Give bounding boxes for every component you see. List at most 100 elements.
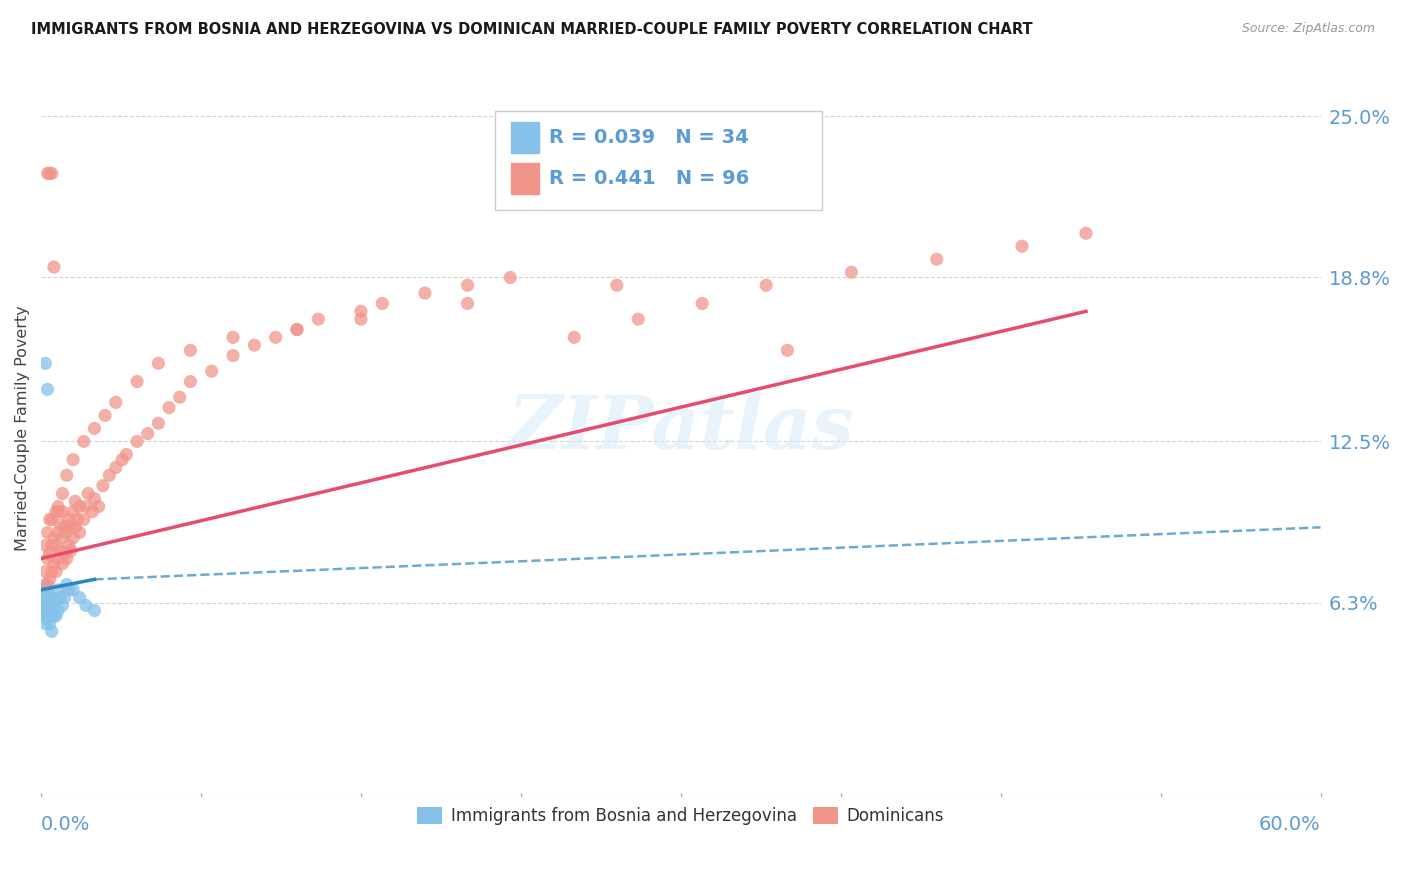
Point: [201, 364, 224, 378]
Point: [75, 599, 97, 613]
Text: IMMIGRANTS FROM BOSNIA AND HERZEGOVINA VS DOMINICAN MARRIED-COUPLE FAMILY POVERT: IMMIGRANTS FROM BOSNIA AND HERZEGOVINA V…: [31, 22, 1032, 37]
Point: [45, 593, 67, 607]
Point: [222, 330, 245, 344]
Point: [307, 312, 329, 326]
Point: [45, 608, 67, 623]
Point: [42, 531, 65, 545]
Point: [51, 505, 73, 519]
Point: [49, 591, 72, 605]
Point: [243, 338, 266, 352]
Point: [69, 591, 91, 605]
Point: [51, 531, 73, 545]
Point: [62, 531, 84, 545]
Point: [627, 312, 650, 326]
Point: [38, 591, 60, 605]
Point: [37, 551, 59, 566]
Point: [371, 296, 394, 310]
Point: [59, 517, 82, 532]
Point: [83, 491, 105, 506]
Point: [148, 416, 170, 430]
Point: [37, 577, 59, 591]
Point: [32, 585, 55, 599]
Point: [350, 312, 373, 326]
Point: [285, 322, 308, 336]
Point: [104, 460, 127, 475]
Point: [41, 624, 63, 639]
Point: [32, 596, 55, 610]
Point: [37, 383, 59, 397]
Point: [46, 551, 69, 566]
Point: [222, 349, 245, 363]
Point: [606, 278, 628, 293]
Point: [38, 166, 60, 180]
Point: [690, 296, 713, 310]
Point: [179, 375, 201, 389]
Bar: [510, 163, 538, 194]
Point: [49, 543, 72, 558]
Text: 60.0%: 60.0%: [1258, 814, 1320, 834]
Point: [53, 520, 76, 534]
Point: [65, 494, 87, 508]
Point: [38, 573, 60, 587]
Point: [38, 546, 60, 560]
Point: [157, 401, 180, 415]
Point: [94, 409, 117, 423]
Point: [41, 591, 63, 605]
Point: [69, 525, 91, 540]
Point: [45, 505, 67, 519]
Point: [42, 596, 65, 610]
Point: [58, 539, 80, 553]
Point: [37, 599, 59, 613]
Point: [776, 343, 799, 358]
Point: [34, 565, 56, 579]
Point: [34, 539, 56, 553]
Point: [264, 330, 287, 344]
Point: [51, 486, 73, 500]
Point: [169, 390, 191, 404]
Text: R = 0.441   N = 96: R = 0.441 N = 96: [550, 169, 749, 188]
Point: [37, 611, 59, 625]
Point: [34, 616, 56, 631]
Point: [77, 486, 100, 500]
Point: [41, 166, 63, 180]
Point: [413, 286, 436, 301]
Point: [125, 375, 148, 389]
Point: [98, 468, 121, 483]
Point: [82, 505, 104, 519]
Point: [34, 591, 56, 605]
Point: [42, 608, 65, 623]
Point: [34, 577, 56, 591]
Point: [58, 582, 80, 597]
Point: [45, 539, 67, 553]
Point: [69, 500, 91, 514]
Point: [46, 582, 69, 597]
Text: 0.0%: 0.0%: [41, 814, 90, 834]
Point: [46, 604, 69, 618]
Point: [46, 525, 69, 540]
Point: [841, 265, 863, 279]
Point: [73, 512, 96, 526]
Point: [457, 278, 479, 293]
Point: [925, 252, 948, 267]
Y-axis label: Married-Couple Family Poverty: Married-Couple Family Poverty: [15, 306, 30, 551]
Point: [1011, 239, 1033, 253]
Point: [49, 517, 72, 532]
Point: [87, 500, 110, 514]
Point: [499, 270, 522, 285]
Legend: Immigrants from Bosnia and Herzegovina, Dominicans: Immigrants from Bosnia and Herzegovina, …: [411, 800, 950, 832]
Point: [45, 565, 67, 579]
Text: R = 0.039   N = 34: R = 0.039 N = 34: [550, 128, 749, 147]
Point: [42, 260, 65, 274]
Point: [91, 478, 114, 492]
Point: [53, 591, 76, 605]
Point: [62, 505, 84, 519]
Point: [32, 608, 55, 623]
Point: [83, 421, 105, 435]
Point: [42, 557, 65, 571]
Point: [148, 356, 170, 370]
Point: [41, 608, 63, 623]
Point: [104, 395, 127, 409]
Text: Source: ZipAtlas.com: Source: ZipAtlas.com: [1241, 22, 1375, 36]
FancyBboxPatch shape: [495, 112, 821, 210]
Point: [755, 278, 778, 293]
